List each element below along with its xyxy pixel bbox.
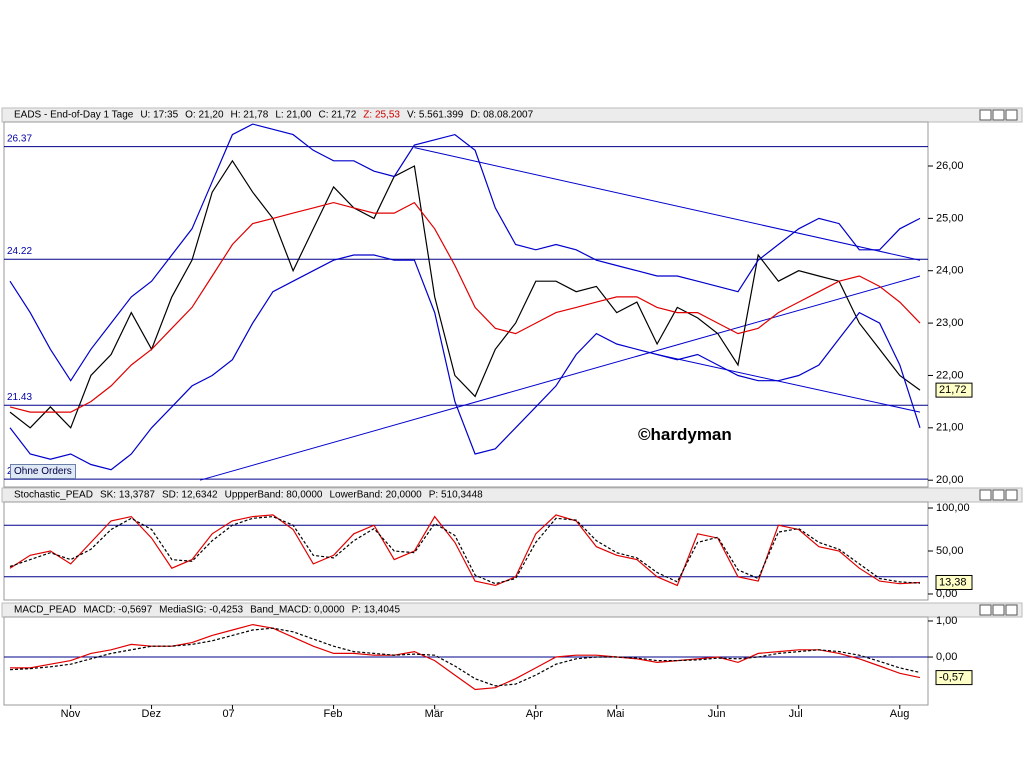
window-button[interactable] <box>1005 489 1018 501</box>
x-tick-label: Mai <box>607 708 625 720</box>
x-tick-label: Jul <box>789 708 803 720</box>
y-tick-label: 25,00 <box>936 212 964 224</box>
info-text: L: 21,00 <box>275 110 312 121</box>
info-text: Band_MACD: 0,0000 <box>250 605 345 616</box>
panel-header <box>1 487 1023 503</box>
series-line <box>10 623 921 691</box>
x-tick-label: Dez <box>142 708 162 720</box>
window-button[interactable] <box>979 109 992 121</box>
x-tick-label: Feb <box>324 708 343 720</box>
info-text: MACD_PEAD <box>14 605 76 616</box>
info-text: MACD: -0,5697 <box>83 605 152 616</box>
info-text: LowerBand: 20,0000 <box>329 490 422 501</box>
series-line <box>9 159 921 429</box>
last-value-label: 21,72 <box>939 384 967 396</box>
series-line <box>9 123 921 382</box>
series-line <box>9 201 921 413</box>
y-tick-label: 21,00 <box>936 422 964 434</box>
plot-area <box>3 501 929 601</box>
window-button[interactable] <box>992 109 1005 121</box>
y-tick-label: 50,00 <box>936 545 964 557</box>
y-tick-label: 24,00 <box>936 265 964 277</box>
window-button[interactable] <box>992 489 1005 501</box>
y-tick-label: 22,00 <box>936 369 964 381</box>
trend-line <box>657 354 921 413</box>
y-tick-label: 0,00 <box>936 588 957 600</box>
y-tick-label: 100,00 <box>936 502 970 514</box>
y-tick-label: 0,00 <box>936 651 957 663</box>
y-tick-label: 20,00 <box>936 474 964 486</box>
x-tick-label: Nov <box>61 708 81 720</box>
info-text: D: 08.08.2007 <box>470 110 533 121</box>
info-text: V: 5.561.399 <box>407 110 464 121</box>
series-line <box>9 514 921 587</box>
window-button[interactable] <box>979 489 992 501</box>
last-value-box <box>935 670 973 686</box>
window-button[interactable] <box>979 604 992 616</box>
window-button[interactable] <box>1005 604 1018 616</box>
trend-line <box>414 147 921 261</box>
info-text: SD: 12,6342 <box>162 490 218 501</box>
level-label: 21.43 <box>7 392 32 403</box>
info-text: SK: 13,3787 <box>100 490 155 501</box>
last-value-label: -0,57 <box>939 671 964 683</box>
plot-area <box>3 121 929 488</box>
window-button[interactable] <box>1005 109 1018 121</box>
x-tick-label: Jun <box>708 708 726 720</box>
watermark: ©hardyman <box>638 425 732 444</box>
series-line <box>9 627 921 687</box>
last-value-box <box>935 574 973 590</box>
series-line <box>9 254 921 471</box>
trend-line <box>199 275 921 481</box>
info-text: MediaSIG: -0,4253 <box>159 605 243 616</box>
last-value-box <box>935 382 973 398</box>
info-text: UppperBand: 80,0000 <box>225 490 323 501</box>
orders-button[interactable]: Ohne Orders <box>10 464 76 479</box>
info-text: P: 510,3448 <box>429 490 483 501</box>
level-label: 26.37 <box>7 133 32 144</box>
info-text: O: 21,20 <box>185 110 224 121</box>
info-text: C: 21,72 <box>318 110 356 121</box>
y-tick-label: 26,00 <box>936 160 964 172</box>
level-label: 24.22 <box>7 246 32 257</box>
info-text: Stochastic_PEAD <box>14 490 93 501</box>
y-tick-label: 1,00 <box>936 615 957 627</box>
info-text: EADS - End-of-Day 1 Tage <box>14 110 134 121</box>
info-text: U: 17:35 <box>140 110 178 121</box>
info-text: P: 13,4045 <box>352 605 401 616</box>
x-tick-label: Mär <box>425 708 444 720</box>
x-tick-label: Aug <box>890 708 910 720</box>
panel-header <box>1 602 1023 618</box>
y-tick-label: 23,00 <box>936 317 964 329</box>
info-text: H: 21,78 <box>231 110 269 121</box>
plot-area <box>3 616 929 706</box>
last-value-label: 13,38 <box>939 576 967 588</box>
window-button[interactable] <box>992 604 1005 616</box>
x-tick-label: 07 <box>222 708 234 720</box>
x-tick-label: Apr <box>526 708 543 720</box>
info-text: Z: 25,53 <box>363 110 400 121</box>
